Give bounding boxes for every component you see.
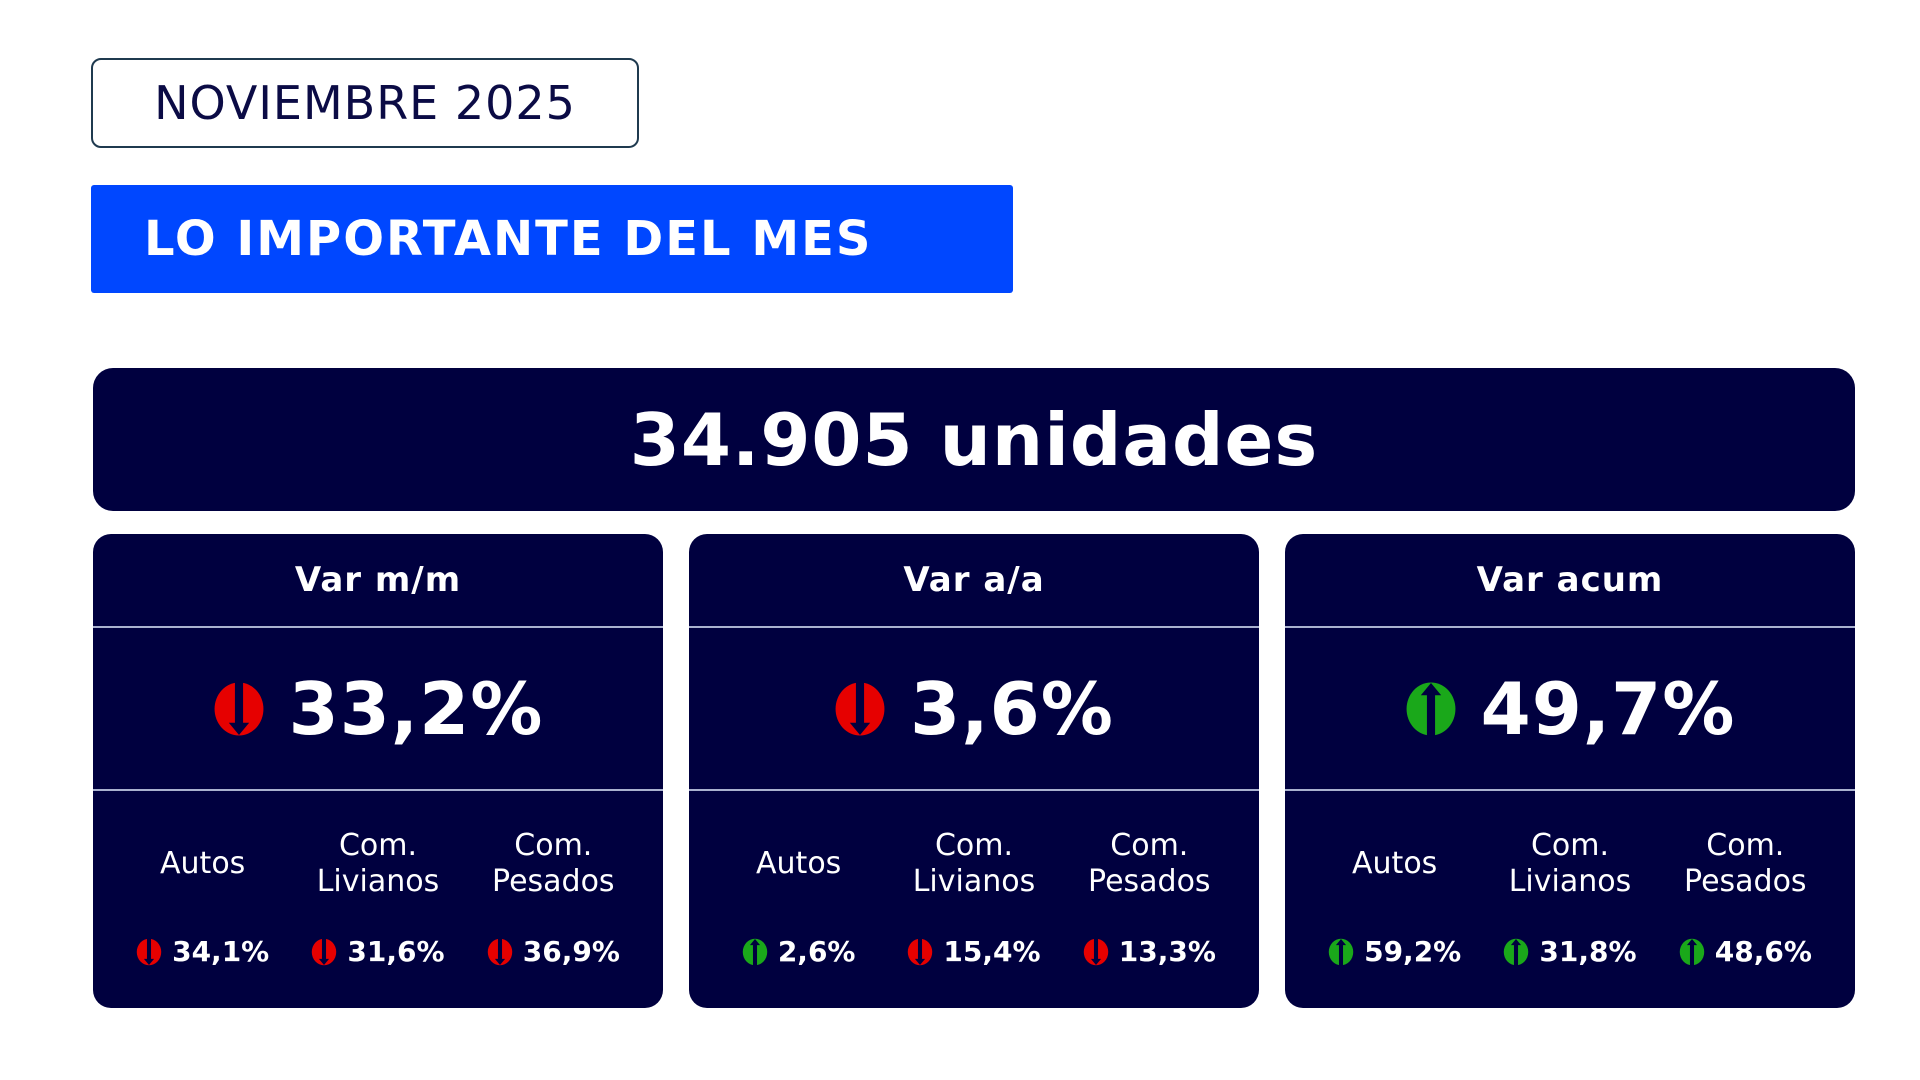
breakdown-label: Com. Pesados bbox=[492, 809, 615, 919]
label-line-1: Com. bbox=[934, 828, 1014, 863]
breakdown-percentage: 31,6% bbox=[347, 935, 445, 968]
breakdown-value: 31,8% bbox=[1503, 935, 1637, 968]
breakdown-percentage: 13,3% bbox=[1118, 935, 1216, 968]
breakdown-percentage: 59,2% bbox=[1364, 935, 1462, 968]
breakdown-label: Com. Livianos bbox=[913, 809, 1036, 919]
label-line-1: Com. bbox=[1110, 828, 1189, 863]
down-arrow-icon bbox=[136, 937, 162, 965]
down-arrow-icon bbox=[214, 680, 264, 735]
card-title-text: Var m/m bbox=[294, 560, 462, 600]
breakdown-label: Autos bbox=[1352, 809, 1437, 919]
breakdown-percentage: 31,8% bbox=[1539, 935, 1637, 968]
breakdown-value: 59,2% bbox=[1328, 935, 1461, 968]
card-var-aa: Var a/a 3,6% Autos 2,6% Com. Livianos 15,4% Com… bbox=[689, 534, 1259, 1008]
breakdown-value: 31,6% bbox=[311, 935, 445, 968]
breakdown-percentage: 2,6% bbox=[777, 935, 856, 968]
down-arrow-icon bbox=[487, 937, 512, 965]
down-arrow-icon bbox=[835, 680, 885, 735]
label-line-2: Pesados bbox=[492, 864, 615, 899]
card-title: Var acum bbox=[1285, 534, 1855, 628]
breakdown-item: Com. Pesados 36,9% bbox=[466, 791, 641, 968]
label-line-2: Pesados bbox=[1684, 864, 1807, 899]
breakdown: Autos 34,1% Com. Livianos 31,6% Com. Pesados 36… bbox=[93, 791, 663, 968]
breakdown-item: Com. Pesados 13,3% bbox=[1062, 791, 1237, 968]
breakdown-label: Com. Livianos bbox=[317, 809, 440, 919]
section-title: LO IMPORTANTE DEL MES bbox=[91, 185, 1013, 293]
breakdown-label: Com. Pesados bbox=[1088, 809, 1211, 919]
breakdown-value: 48,6% bbox=[1679, 935, 1812, 968]
card-var-acum: Var acum 49,7% Autos 59,2% Com. Livianos 31,8%… bbox=[1285, 534, 1855, 1008]
card-main-value: 33,2% bbox=[93, 628, 663, 791]
card-title-text: Var a/a bbox=[903, 560, 1045, 600]
breakdown-label: Autos bbox=[160, 809, 245, 919]
card-title-text: Var acum bbox=[1476, 560, 1664, 600]
breakdown-label: Com. Livianos bbox=[1509, 809, 1632, 919]
breakdown: Autos 59,2% Com. Livianos 31,8% Com. Pesados 48… bbox=[1285, 791, 1855, 968]
label-line-2: Pesados bbox=[1088, 864, 1211, 899]
label-line-1: Autos bbox=[1352, 846, 1438, 881]
up-arrow-icon bbox=[1406, 682, 1456, 737]
main-percentage: 3,6% bbox=[910, 666, 1114, 751]
breakdown-item: Com. Livianos 31,6% bbox=[290, 791, 465, 968]
label-line-2: Livianos bbox=[912, 864, 1036, 899]
label-line-1: Autos bbox=[756, 846, 842, 881]
label-line-1: Com. bbox=[1530, 828, 1610, 863]
breakdown-item: Autos 2,6% bbox=[711, 791, 886, 968]
card-main-value: 3,6% bbox=[689, 628, 1259, 791]
breakdown-value: 34,1% bbox=[136, 935, 269, 968]
card-var-mm: Var m/m 33,2% Autos 34,1% Com. Livianos 31,6% C… bbox=[93, 534, 663, 1008]
section-title-text: LO IMPORTANTE DEL MES bbox=[144, 211, 873, 267]
breakdown-percentage: 48,6% bbox=[1714, 935, 1812, 968]
breakdown-value: 36,9% bbox=[487, 935, 620, 968]
breakdown-item: Com. Livianos 31,8% bbox=[1482, 791, 1657, 968]
up-arrow-icon bbox=[1328, 938, 1354, 966]
main-percentage: 33,2% bbox=[288, 666, 544, 751]
breakdown-value: 13,3% bbox=[1083, 935, 1216, 968]
up-arrow-icon bbox=[1679, 938, 1704, 966]
down-arrow-icon bbox=[1083, 937, 1108, 965]
down-arrow-icon bbox=[908, 937, 933, 965]
breakdown-item: Autos 59,2% bbox=[1307, 791, 1482, 968]
breakdown-value: 15,4% bbox=[907, 935, 1041, 968]
label-line-2: Livianos bbox=[1508, 864, 1632, 899]
up-arrow-icon bbox=[1504, 938, 1529, 966]
total-units-value: 34.905 unidades bbox=[629, 397, 1319, 482]
breakdown-item: Com. Pesados 48,6% bbox=[1658, 791, 1833, 968]
breakdown: Autos 2,6% Com. Livianos 15,4% Com. Pesados 13,… bbox=[689, 791, 1259, 968]
breakdown-label: Autos bbox=[756, 809, 841, 919]
total-units-banner: 34.905 unidades bbox=[93, 368, 1855, 511]
down-arrow-icon bbox=[312, 937, 337, 965]
main-percentage: 49,7% bbox=[1480, 666, 1736, 751]
breakdown-value: 2,6% bbox=[742, 935, 856, 968]
label-line-2: Livianos bbox=[316, 864, 440, 899]
breakdown-item: Autos 34,1% bbox=[115, 791, 290, 968]
period-label: NOVIEMBRE 2025 bbox=[91, 58, 639, 148]
breakdown-percentage: 36,9% bbox=[522, 935, 620, 968]
label-line-1: Com. bbox=[514, 828, 593, 863]
label-line-1: Com. bbox=[1706, 828, 1785, 863]
breakdown-percentage: 34,1% bbox=[172, 935, 270, 968]
period-text: NOVIEMBRE 2025 bbox=[154, 76, 576, 130]
breakdown-item: Com. Livianos 15,4% bbox=[886, 791, 1061, 968]
card-title: Var a/a bbox=[689, 534, 1259, 628]
label-line-1: Autos bbox=[160, 846, 246, 881]
card-title: Var m/m bbox=[93, 534, 663, 628]
breakdown-label: Com. Pesados bbox=[1684, 809, 1807, 919]
up-arrow-icon bbox=[742, 938, 768, 966]
label-line-1: Com. bbox=[338, 828, 418, 863]
breakdown-percentage: 15,4% bbox=[943, 935, 1041, 968]
card-main-value: 49,7% bbox=[1285, 628, 1855, 791]
